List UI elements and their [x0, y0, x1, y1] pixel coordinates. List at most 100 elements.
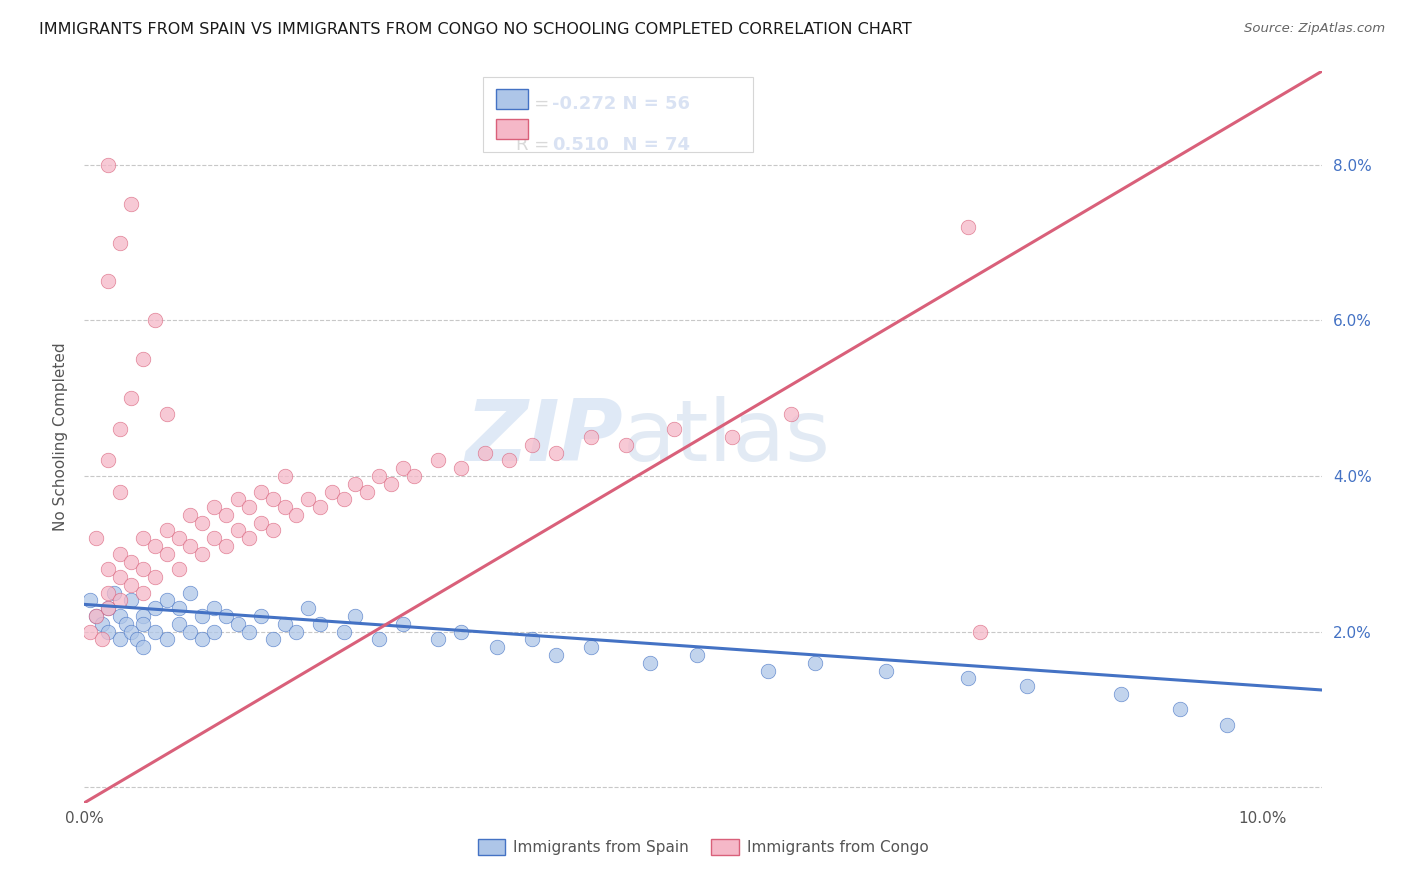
Point	[97, 585, 120, 599]
Point	[332, 492, 354, 507]
Point	[108, 547, 131, 561]
Point	[426, 632, 449, 647]
Point	[262, 632, 284, 647]
Point	[91, 632, 114, 647]
Point	[108, 609, 131, 624]
Point	[1168, 702, 1191, 716]
Point	[108, 235, 131, 250]
Point	[156, 524, 179, 538]
Point	[285, 624, 308, 639]
Point	[520, 632, 543, 647]
Point	[344, 609, 367, 624]
Point	[114, 616, 136, 631]
Text: N = 56: N = 56	[610, 95, 690, 113]
Text: R =: R =	[516, 136, 561, 153]
Point	[156, 593, 179, 607]
Point	[202, 531, 225, 545]
Point	[132, 616, 155, 631]
Point	[262, 492, 284, 507]
Point	[191, 609, 214, 624]
Point	[957, 671, 980, 685]
Point	[167, 616, 190, 631]
Point	[191, 632, 214, 647]
Point	[121, 624, 143, 639]
Point	[97, 453, 120, 467]
Point	[1216, 718, 1239, 732]
Point	[226, 492, 249, 507]
Point	[321, 484, 343, 499]
Point	[121, 578, 143, 592]
Point	[380, 476, 402, 491]
Point	[121, 196, 143, 211]
Point	[686, 648, 709, 662]
Point	[579, 640, 602, 655]
Point	[875, 664, 897, 678]
Point	[215, 609, 238, 624]
Point	[167, 601, 190, 615]
Point	[127, 632, 149, 647]
Text: -0.272: -0.272	[553, 95, 616, 113]
Point	[226, 616, 249, 631]
Point	[238, 531, 260, 545]
Point	[309, 500, 332, 515]
Point	[969, 624, 991, 639]
Point	[202, 601, 225, 615]
Point	[156, 547, 179, 561]
Point	[191, 547, 214, 561]
Point	[108, 632, 131, 647]
Text: N = 74: N = 74	[610, 136, 690, 153]
Point	[474, 445, 496, 459]
Point	[108, 422, 131, 436]
Point	[579, 430, 602, 444]
Point	[132, 609, 155, 624]
Point	[426, 453, 449, 467]
Point	[103, 585, 125, 599]
Point	[143, 624, 166, 639]
Point	[143, 570, 166, 584]
Text: IMMIGRANTS FROM SPAIN VS IMMIGRANTS FROM CONGO NO SCHOOLING COMPLETED CORRELATIO: IMMIGRANTS FROM SPAIN VS IMMIGRANTS FROM…	[39, 22, 912, 37]
Point	[273, 500, 295, 515]
Point	[1111, 687, 1133, 701]
Y-axis label: No Schooling Completed: No Schooling Completed	[53, 343, 69, 532]
Point	[520, 438, 543, 452]
Point	[179, 624, 201, 639]
Point	[132, 531, 155, 545]
Point	[356, 484, 378, 499]
Point	[756, 664, 779, 678]
Text: 0.510: 0.510	[553, 136, 609, 153]
Point	[84, 609, 107, 624]
Point	[450, 624, 472, 639]
Point	[780, 407, 803, 421]
Point	[238, 500, 260, 515]
Point	[179, 539, 201, 553]
Point	[97, 275, 120, 289]
Point	[202, 624, 225, 639]
Point	[238, 624, 260, 639]
Text: atlas: atlas	[623, 395, 831, 479]
Legend: Immigrants from Spain, Immigrants from Congo: Immigrants from Spain, Immigrants from C…	[471, 833, 935, 861]
Point	[273, 616, 295, 631]
Point	[143, 313, 166, 327]
Point	[79, 624, 101, 639]
Point	[404, 469, 426, 483]
Point	[167, 562, 190, 576]
Point	[97, 601, 120, 615]
Point	[108, 484, 131, 499]
Point	[156, 632, 179, 647]
Point	[368, 469, 391, 483]
Point	[91, 616, 114, 631]
Point	[638, 656, 661, 670]
Point	[285, 508, 308, 522]
Text: ZIP: ZIP	[465, 395, 623, 479]
Point	[179, 585, 201, 599]
Point	[368, 632, 391, 647]
Point	[262, 524, 284, 538]
Point	[544, 445, 567, 459]
Point	[84, 609, 107, 624]
Point	[121, 555, 143, 569]
Point	[1015, 679, 1038, 693]
Point	[485, 640, 508, 655]
Point	[804, 656, 827, 670]
Point	[332, 624, 354, 639]
Point	[108, 570, 131, 584]
